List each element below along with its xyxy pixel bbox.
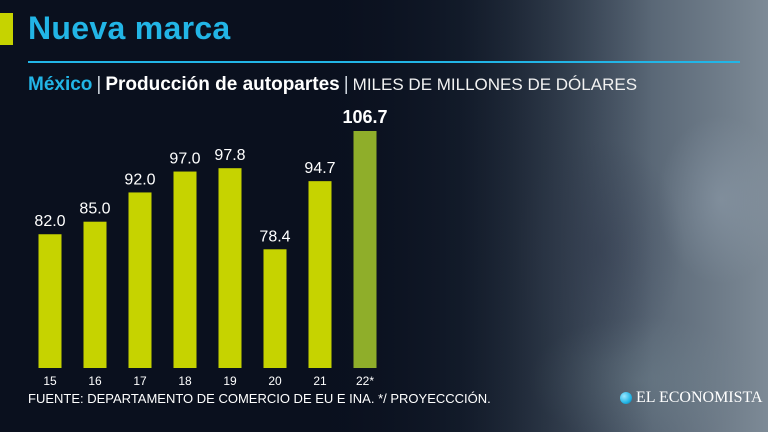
x-tick-label-16: 16 (88, 374, 102, 388)
value-label-15: 82.0 (34, 213, 65, 230)
globe-icon (620, 392, 632, 404)
value-label-16: 85.0 (79, 201, 110, 218)
x-tick-label-18: 18 (178, 374, 192, 388)
value-label-20: 78.4 (259, 228, 290, 245)
value-label-22*: 106.7 (342, 107, 387, 127)
accent-square (0, 13, 13, 45)
country-label: México (28, 74, 93, 95)
bar-15 (38, 234, 62, 368)
bar-18 (173, 171, 197, 368)
brand-name: EL ECONOMISTA (636, 389, 763, 406)
bar-20 (263, 249, 287, 368)
brand-logo: EL ECONOMISTA (620, 389, 763, 407)
value-label-21: 94.7 (304, 160, 335, 177)
bar-21 (308, 181, 332, 368)
bar-19 (218, 168, 242, 368)
subtitle-separator: | (343, 74, 349, 95)
bar-16 (83, 221, 107, 368)
x-tick-label-22*: 22* (356, 374, 374, 388)
units-label: MILES DE MILLONES DE DÓLARES (352, 75, 638, 94)
x-tick-label-19: 19 (223, 374, 237, 388)
value-label-18: 97.0 (169, 151, 200, 168)
subtitle-separator: | (96, 74, 102, 95)
value-label-19: 97.8 (214, 147, 245, 164)
source-note: FUENTE: DEPARTAMENTO DE COMERCIO DE EU E… (28, 391, 491, 406)
bar-17 (128, 192, 152, 368)
x-tick-label-21: 21 (313, 374, 327, 388)
headline: Nueva marca (28, 10, 231, 46)
bar-22* (353, 131, 377, 368)
x-tick-label-17: 17 (133, 374, 147, 388)
x-tick-label-15: 15 (43, 374, 57, 388)
bar-chart: 82.0 15 85.0 16 92.0 17 97.0 18 97.8 19 78.4 20 94.7… (34, 107, 387, 388)
x-tick-label-20: 20 (268, 374, 282, 388)
topic-label: Producción de autopartes (105, 74, 340, 95)
header-rule (28, 61, 740, 63)
chart-subtitle: México | Producción de autopartes | MILES DE… (28, 74, 637, 96)
value-label-17: 92.0 (124, 171, 155, 188)
